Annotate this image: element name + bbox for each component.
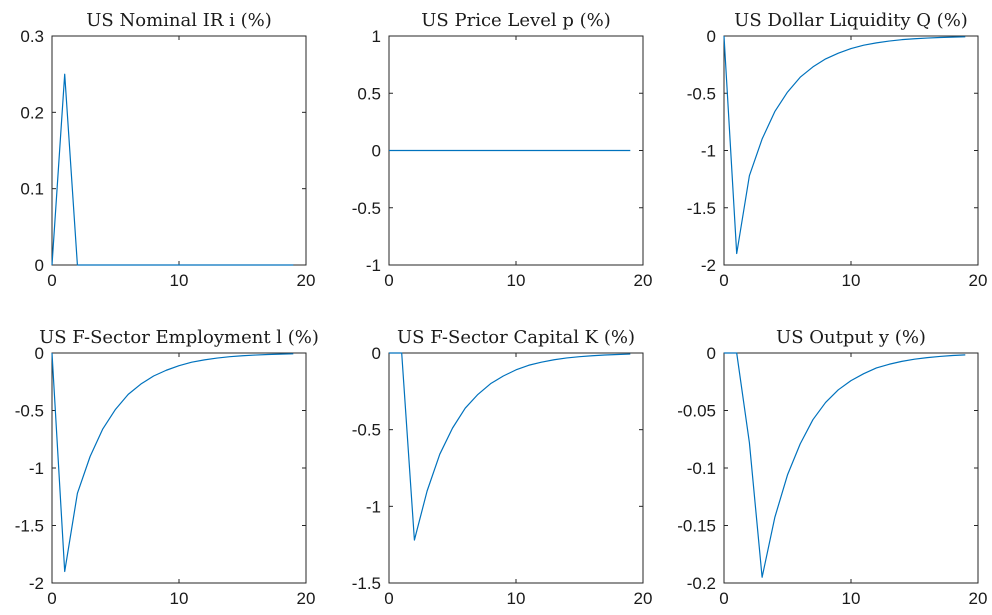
x-tick-label: 0 bbox=[384, 271, 393, 290]
chart-panel-4: US F-Sector Employment l (%)0 10 20-2-1.5-… bbox=[15, 327, 319, 608]
series-line bbox=[389, 352, 631, 541]
chart-title: US F-Sector Capital K (%) bbox=[397, 327, 635, 348]
y-tick-label: 0.2 bbox=[20, 103, 44, 122]
series-line bbox=[51, 73, 294, 266]
x-tick-label: 20 bbox=[634, 271, 653, 290]
x-tick-label: 10 bbox=[170, 589, 189, 608]
y-tick-label: -0.5 bbox=[352, 421, 381, 440]
series-line bbox=[723, 35, 966, 255]
x-tick-label: 20 bbox=[634, 589, 653, 608]
y-tick-label: -0.1 bbox=[687, 459, 716, 478]
x-tick-label: 10 bbox=[842, 589, 861, 608]
y-tick-label: 0 bbox=[35, 256, 44, 275]
series-line bbox=[724, 352, 966, 578]
axes-box bbox=[723, 352, 979, 584]
y-tick-label: -0.5 bbox=[687, 84, 716, 103]
axes-box bbox=[723, 35, 979, 266]
x-tick-label: 20 bbox=[969, 589, 988, 608]
y-tick-label: 0.1 bbox=[20, 180, 44, 199]
chart-title: US F-Sector Employment l (%) bbox=[39, 327, 319, 348]
y-tick-label: -2 bbox=[701, 256, 716, 275]
y-tick-label: -0.5 bbox=[352, 199, 381, 218]
y-tick-label: -1 bbox=[29, 459, 44, 478]
chart-title: US Nominal IR i (%) bbox=[86, 10, 271, 31]
axes-box bbox=[51, 35, 307, 266]
chart-title: US Dollar Liquidity Q (%) bbox=[734, 10, 968, 31]
chart-title: US Price Level p (%) bbox=[421, 10, 610, 31]
y-tick-label: -0.2 bbox=[687, 574, 716, 593]
x-tick-label: 20 bbox=[969, 271, 988, 290]
y-tick-label: 0 bbox=[35, 344, 44, 363]
y-tick-label: -2 bbox=[29, 574, 44, 593]
y-tick-label: -1 bbox=[366, 497, 381, 516]
axes-box bbox=[388, 352, 644, 584]
x-tick-label: 0 bbox=[719, 589, 728, 608]
y-tick-label: -0.5 bbox=[15, 402, 44, 421]
x-tick-label: 10 bbox=[842, 271, 861, 290]
x-tick-label: 10 bbox=[170, 271, 189, 290]
y-tick-label: 0.3 bbox=[20, 27, 44, 46]
chart-panel-1: US Nominal IR i (%) 0 10 20 0 0.1 0.2 0.3 bbox=[20, 10, 315, 290]
y-tick-label: 0 bbox=[372, 142, 381, 161]
y-tick-label: -1 bbox=[366, 256, 381, 275]
y-tick-label: 0 bbox=[707, 344, 716, 363]
x-tick-label: 10 bbox=[507, 271, 526, 290]
y-tick-label: 0 bbox=[372, 344, 381, 363]
chart-panel-6: US Output y (%) 0 10 20 -0.2 -0.15 -0.1 -0.05 0 bbox=[677, 327, 987, 608]
x-tick-label: 20 bbox=[297, 271, 316, 290]
axes-box bbox=[51, 352, 307, 584]
x-tick-label: 10 bbox=[507, 589, 526, 608]
x-tick-label: 0 bbox=[719, 271, 728, 290]
y-tick-label: -1.5 bbox=[687, 199, 716, 218]
chart-panel-2: US Price Level p (%) 0 10 20 -1 -0.5 0 0.5 1 bbox=[352, 10, 653, 290]
x-tick-label: 0 bbox=[47, 589, 56, 608]
y-tick-label: -1.5 bbox=[352, 574, 381, 593]
y-tick-label: -0.15 bbox=[677, 517, 716, 536]
chart-title: US Output y (%) bbox=[776, 327, 926, 348]
y-tick-label: 0 bbox=[707, 27, 716, 46]
y-tick-label: 0.5 bbox=[357, 84, 381, 103]
y-tick-label: -1 bbox=[701, 142, 716, 161]
x-tick-label: 20 bbox=[297, 589, 316, 608]
chart-panel-5: US F-Sector Capital K (%) 0 10 20 -1.5 -1 -0.5… bbox=[352, 327, 653, 608]
x-tick-label: 0 bbox=[47, 271, 56, 290]
x-tick-label: 0 bbox=[384, 589, 393, 608]
y-tick-label: 1 bbox=[372, 27, 381, 46]
y-tick-label: -1.5 bbox=[15, 517, 44, 536]
series-line bbox=[51, 352, 294, 573]
chart-panel-3: US Dollar Liquidity Q (%) 0 10 20 -2 -1.5 -1 -0… bbox=[687, 10, 988, 290]
y-tick-label: -0.05 bbox=[677, 402, 716, 421]
